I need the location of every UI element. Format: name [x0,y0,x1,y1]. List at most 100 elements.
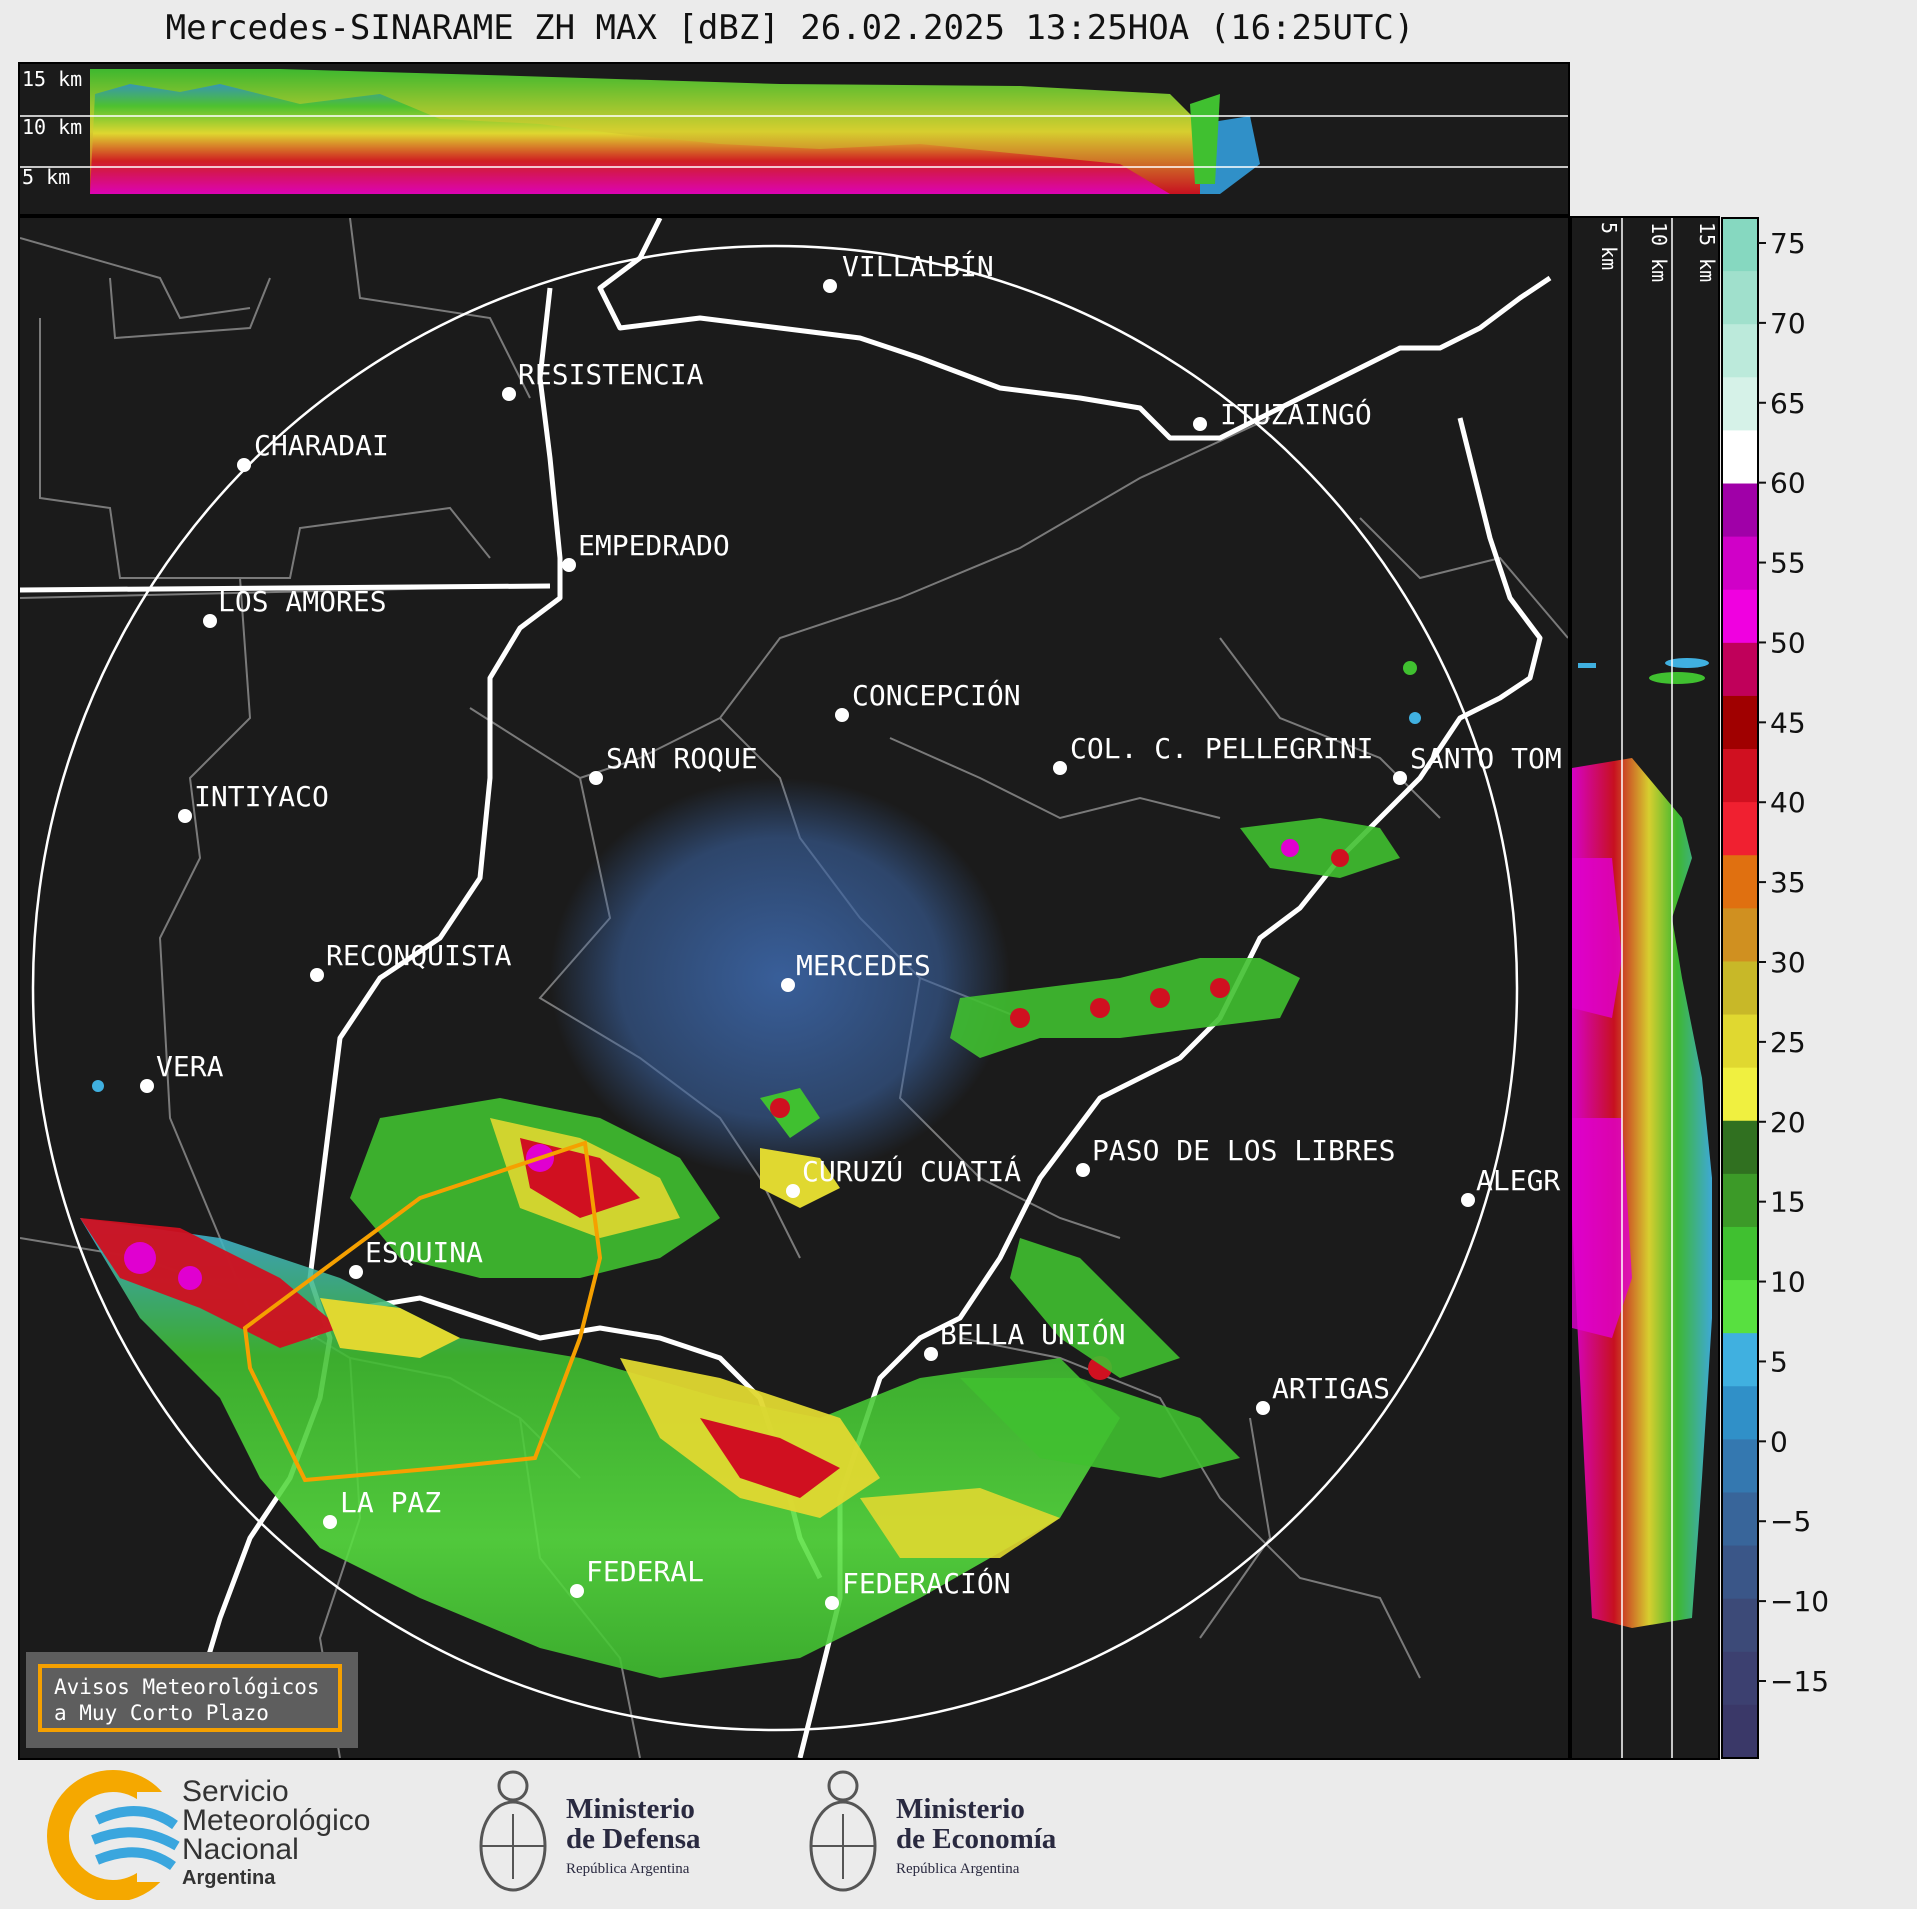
colorbar-segment [1722,855,1758,909]
colorbar-tick-label: −5 [1770,1505,1811,1538]
ground-clutter [550,778,1010,1178]
place-vera: VERA [156,1050,224,1083]
colorbar-segment [1722,908,1758,962]
colorbar-tick-label: 0 [1770,1425,1788,1458]
economia-line-2: de Economía [896,1823,1057,1855]
colorbar-segments [1722,218,1758,1759]
defensa-emblem-icon [479,1770,547,1892]
colorbar-frame [1721,217,1759,1759]
footer-logos: Servicio Meteorológico Nacional Argentin… [0,1762,1917,1909]
side-height-label-15: 15 km [1695,222,1718,282]
colorbar-tick-label: 70 [1770,307,1806,340]
warning-legend-box: Avisos Meteorológicos a Muy Corto Plazo [26,1652,358,1748]
warning-polygon [242,1140,603,1483]
warning-legend-frame: Avisos Meteorológicos a Muy Corto Plazo [38,1664,342,1732]
colorbar-segment [1722,377,1758,431]
colorbar-tick-label: −15 [1770,1665,1829,1698]
colorbar-segment [1722,1704,1758,1759]
smn-line-3: Nacional [182,1833,299,1866]
colorbar-segment [1722,1492,1758,1547]
colorbar-segment [1722,1280,1758,1334]
colorbar-segment [1722,1545,1758,1600]
place-la-paz: LA PAZ [340,1486,441,1519]
colorbar-segment [1722,695,1758,750]
warning-line-1: Avisos Meteorológicos [54,1675,320,1699]
warning-line-2: a Muy Corto Plazo [54,1701,269,1725]
place-federal: FEDERAL [586,1555,704,1588]
place-charadai: CHARADAI [254,429,389,462]
place-ituzaingo: ITUZAINGÓ [1220,397,1372,431]
place-reconquista: RECONQUISTA [326,939,512,972]
top-height-label-10: 10 km [22,115,82,139]
colorbar-tick-label: 40 [1770,786,1806,819]
economia-logo-text: Ministerio de Economía República Argenti… [896,1794,1056,1884]
colorbar-segment [1722,1067,1758,1122]
place-los-amores: LOS AMORES [218,585,387,618]
place-federacion: FEDERACIÓN [842,1566,1011,1600]
place-alegrete: ALEGR [1476,1164,1560,1197]
radar-map-panel: VILLALBÍN RESISTENCIA CHARADAI ITUZAINGÓ… [18,216,1570,1760]
side-cross-section-svg: 5 km 10 km 15 km [1572,218,1718,1758]
place-villalbin: VILLALBÍN [842,249,994,283]
place-san-roque: SAN ROQUE [606,742,758,775]
colorbar-tick-label: 15 [1770,1186,1806,1219]
colorbar-tick-label: −10 [1770,1585,1829,1618]
colorbar-tick-label: 30 [1770,946,1806,979]
colorbar-segment [1722,961,1758,1016]
colorbar-tick-label: 55 [1770,547,1806,580]
place-curuzu-cuatia: CURUZÚ CUATIÁ [802,1154,1021,1188]
colorbar-segment [1722,1120,1758,1175]
colorbar-segment [1722,483,1758,538]
colorbar-segment [1722,1014,1758,1069]
chart-title: Mercedes-SINARAME ZH MAX [dBZ] 26.02.202… [165,8,1415,48]
economia-line-3: República Argentina [896,1861,1020,1877]
colorbar-segment [1722,1226,1758,1281]
defensa-line-2: de Defensa [566,1823,701,1855]
radar-echoes [80,661,1421,1678]
place-esquina: ESQUINA [365,1236,483,1269]
colorbar-segment [1722,1386,1758,1440]
colorbar-tick-label: 35 [1770,866,1806,899]
colorbar-segment [1722,802,1758,856]
smn-logo-text: Servicio Meteorológico Nacional Argentin… [182,1777,370,1893]
top-echo-band [90,69,1260,194]
radar-range-ring [31,244,1519,1732]
colorbar-tick-label: 25 [1770,1026,1806,1059]
colorbar-segment [1722,642,1758,697]
colorbar-segment [1722,430,1758,485]
place-artigas: ARTIGAS [1272,1372,1390,1405]
place-intiyaco: INTIYACO [194,780,329,813]
colorbar-tick-label: 5 [1770,1345,1788,1378]
side-height-label-5: 5 km [1597,222,1621,270]
colorbar-segment [1722,749,1758,803]
colorbar-segment [1722,218,1758,272]
colorbar-tick-label: 65 [1770,387,1806,420]
colorbar-tick-label: 50 [1770,626,1806,659]
defensa-line-1: Ministerio [566,1793,695,1825]
top-cross-section-svg: 15 km 10 km 5 km [20,67,1568,194]
place-resistencia: RESISTENCIA [518,358,704,391]
colorbar-segment [1722,589,1758,644]
place-col-c-pellegrini: COL. C. PELLEGRINI [1070,732,1373,765]
colorbar-segment [1722,1651,1758,1706]
colorbar-tick-label: 10 [1770,1266,1806,1299]
side-height-label-10: 10 km [1647,222,1671,282]
place-paso-de-los-libres: PASO DE LOS LIBRES [1092,1134,1395,1167]
smn-line-1: Servicio [182,1775,289,1808]
colorbar-segment [1722,536,1758,591]
defensa-logo-text: Ministerio de Defensa República Argentin… [566,1794,701,1884]
place-markers: VILLALBÍN RESISTENCIA CHARADAI ITUZAINGÓ… [140,249,1562,1610]
top-cross-section-panel: 15 km 10 km 5 km [18,62,1570,216]
colorbar-tick-label: 60 [1770,467,1806,500]
place-empedrado: EMPEDRADO [578,529,730,562]
colorbar-segment [1722,1439,1758,1493]
radar-map-svg: VILLALBÍN RESISTENCIA CHARADAI ITUZAINGÓ… [20,218,1568,1758]
place-concepcion: CONCEPCIÓN [852,678,1021,712]
top-height-label-5: 5 km [22,165,70,189]
colorbar-tick-label: 45 [1770,706,1806,739]
colorbar-segment [1722,1333,1758,1387]
smn-line-2: Meteorológico [182,1804,371,1837]
place-mercedes: MERCEDES [796,949,931,982]
